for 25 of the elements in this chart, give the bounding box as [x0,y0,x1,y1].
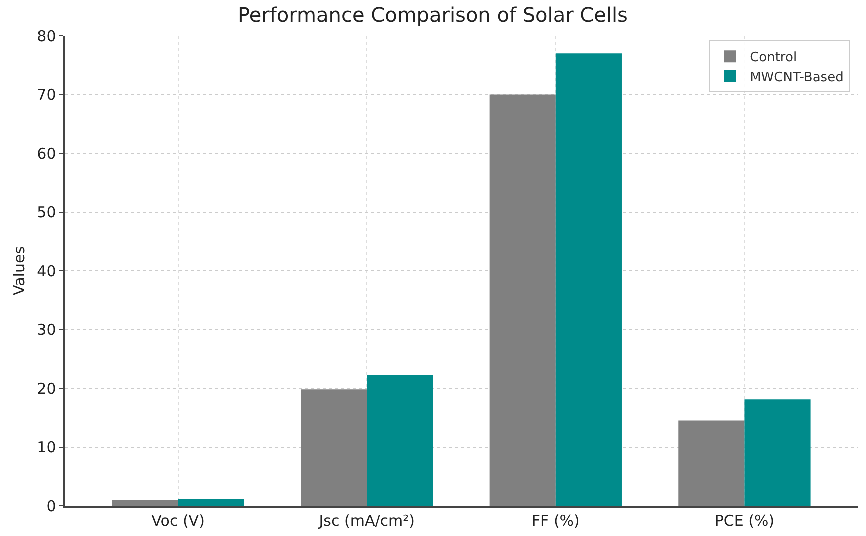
x-tick-label: Voc (V) [152,512,205,530]
bar [367,374,434,506]
y-tick-label: 60 [37,144,56,163]
chart-title: Performance Comparison of Solar Cells [238,3,628,28]
y-axis-title: Values [10,246,28,296]
bar [678,420,745,506]
y-tick-label: 20 [37,380,56,398]
y-tick-label: 70 [37,86,56,104]
y-tick-label: 50 [37,204,56,222]
y-tick-label: 0 [46,497,56,516]
bar [301,390,368,506]
bar [556,54,622,506]
x-tick-label: Jsc (mA/cm²) [318,512,415,530]
legend-label: MWCNT-Based [750,70,844,86]
x-tick-label: FF (%) [532,512,580,530]
y-tick-label: 80 [37,27,56,46]
bar [744,400,811,506]
bar [112,500,178,506]
y-tick-label: 10 [37,438,56,456]
bar [178,500,244,506]
x-tick-label: PCE (%) [714,512,775,530]
y-tick-label: 40 [37,262,56,280]
bar [490,94,556,506]
legend-label: Control [750,50,798,66]
y-tick-label: 30 [37,321,56,339]
